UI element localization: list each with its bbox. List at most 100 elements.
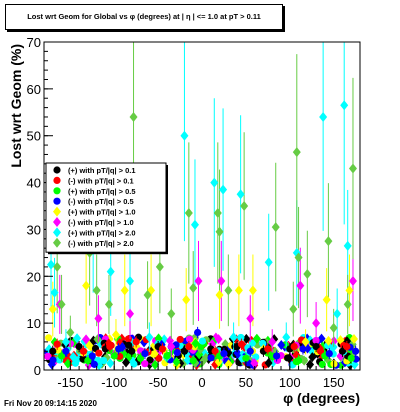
noise-marker	[141, 360, 149, 368]
data-point	[343, 299, 352, 310]
data-point	[180, 347, 189, 355]
noise-marker	[176, 335, 184, 344]
noise-marker	[300, 355, 309, 366]
data-point	[271, 222, 280, 233]
data-point	[282, 332, 291, 343]
legend-marker	[53, 187, 61, 195]
data-point	[129, 111, 138, 122]
legend-marker	[53, 237, 61, 248]
noise-marker	[214, 334, 223, 345]
data-point	[348, 163, 357, 174]
legend-marker	[53, 217, 61, 227]
noise-marker	[250, 358, 259, 369]
data-point	[48, 304, 57, 315]
data-point	[184, 208, 193, 219]
noise-marker	[93, 334, 102, 345]
data-point	[88, 352, 96, 360]
data-point	[215, 290, 224, 301]
data-point	[301, 336, 310, 347]
noise-marker	[252, 333, 261, 344]
data-point	[141, 350, 149, 358]
data-point	[348, 275, 357, 286]
data-point	[264, 345, 272, 353]
data-point	[294, 357, 303, 365]
noise-marker	[69, 352, 78, 363]
data-point	[217, 275, 226, 286]
chart-title-box: Lost wrt Geom for Global vs φ (degrees) …	[5, 4, 283, 30]
noise-marker	[116, 352, 124, 361]
data-point	[312, 342, 320, 351]
data-point	[325, 350, 333, 358]
data-point	[236, 189, 245, 200]
noise-marker	[207, 354, 215, 362]
legend-marker	[53, 176, 61, 184]
data-point	[62, 347, 70, 355]
data-point	[126, 308, 135, 319]
legend-marker	[53, 206, 61, 217]
data-point	[319, 111, 328, 122]
data-point	[316, 347, 325, 355]
data-point	[322, 294, 331, 305]
noise-marker	[173, 349, 181, 357]
x-tick-label: 150	[323, 375, 345, 390]
data-point	[106, 342, 114, 351]
noise-marker	[224, 359, 233, 370]
data-point	[229, 332, 238, 343]
data-point	[312, 318, 321, 329]
noise-marker	[95, 349, 103, 357]
data-point	[180, 130, 189, 141]
data-point	[292, 147, 301, 158]
noise-marker	[125, 341, 133, 349]
data-point	[182, 294, 191, 305]
data-point	[240, 201, 249, 211]
data-point	[115, 345, 123, 353]
data-markers	[47, 100, 360, 365]
data-point	[47, 259, 56, 270]
x-tick-label: 0	[198, 375, 205, 390]
legend-label: (-) with pT/|q| > 1.0	[68, 218, 134, 227]
noise-marker	[183, 355, 192, 366]
data-point	[106, 266, 115, 277]
data-point	[333, 308, 342, 319]
legend-marker	[53, 197, 61, 205]
legend-label: (-) with pT/|q| > 0.5	[68, 197, 134, 206]
noise-marker	[151, 359, 160, 370]
noise-marker	[73, 333, 82, 344]
y-axis-label: Lost wrt Geom (%)	[8, 44, 24, 168]
data-point	[248, 285, 257, 296]
noise-marker	[324, 335, 333, 346]
data-point	[347, 354, 355, 362]
noise-marker	[318, 360, 326, 369]
data-point	[158, 345, 167, 353]
noise-marker	[191, 338, 200, 349]
data-point	[128, 347, 136, 355]
legend-label: (-) with pT/|q| > 0.1	[68, 176, 134, 185]
data-point	[92, 285, 101, 296]
data-point	[220, 350, 228, 358]
data-point	[268, 336, 277, 347]
noise-marker	[308, 352, 317, 363]
noise-marker	[259, 339, 267, 347]
data-point	[94, 313, 103, 324]
data-point	[143, 290, 152, 301]
noise-marker	[306, 359, 315, 370]
data-point	[213, 208, 222, 219]
data-point	[219, 184, 228, 195]
data-point	[194, 275, 203, 286]
legend-label: (+) with pT/|q| > 2.0	[68, 228, 136, 237]
noise-marker	[99, 356, 108, 365]
legend-label: (+) with pT/|q| > 0.5	[68, 187, 136, 196]
data-point	[84, 357, 92, 365]
data-point	[189, 283, 198, 293]
data-point	[210, 177, 219, 188]
data-point	[299, 345, 307, 353]
legend-marker	[53, 166, 61, 174]
noise-marker	[124, 352, 133, 363]
data-point	[215, 226, 224, 237]
legend: (+) with pT/|q| > 0.1(-) with pT/|q| > 0…	[45, 162, 168, 255]
data-point	[343, 240, 352, 251]
noise-marker	[198, 337, 207, 345]
data-point	[246, 313, 255, 324]
x-tick-label: -150	[57, 375, 83, 390]
